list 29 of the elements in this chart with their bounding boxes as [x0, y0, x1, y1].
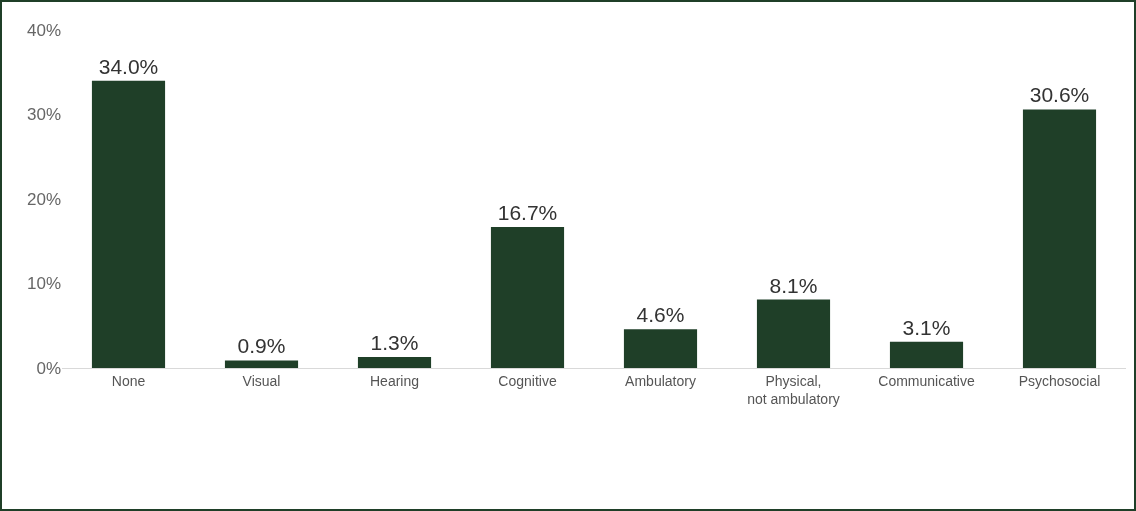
x-tick-label: Hearing [369, 372, 420, 389]
bar [224, 360, 299, 368]
data-label: 1.3% [370, 331, 419, 355]
x-tick-label: Visual [242, 372, 281, 389]
bar [1022, 109, 1097, 368]
bar [889, 341, 964, 368]
data-label: 4.6% [636, 303, 685, 327]
data-label: 0.9% [237, 334, 286, 358]
data-label: 16.7% [497, 200, 558, 224]
x-tick-label: Psychosocial [1018, 372, 1101, 389]
x-tick-label: Ambulatory [625, 372, 696, 389]
bar [623, 329, 698, 368]
bar [490, 226, 565, 368]
data-label: 8.1% [769, 273, 818, 297]
bar [357, 357, 432, 368]
y-tick-label: 0% [36, 358, 61, 378]
data-label: 30.6% [1029, 83, 1090, 107]
x-tick-label: Communicative [878, 372, 975, 389]
data-label: 34.0% [98, 54, 159, 78]
x-tick-label: Cognitive [498, 372, 557, 389]
y-tick-label: 20% [26, 189, 61, 209]
y-tick-label: 30% [26, 105, 61, 125]
data-label: 3.1% [902, 315, 951, 339]
y-tick-label: 40% [26, 20, 61, 40]
bar [91, 80, 166, 368]
y-tick-label: 10% [26, 274, 61, 294]
x-tick-label: Physical, not ambulatory [747, 372, 840, 407]
x-tick-label: None [111, 372, 146, 389]
bar [756, 299, 831, 368]
